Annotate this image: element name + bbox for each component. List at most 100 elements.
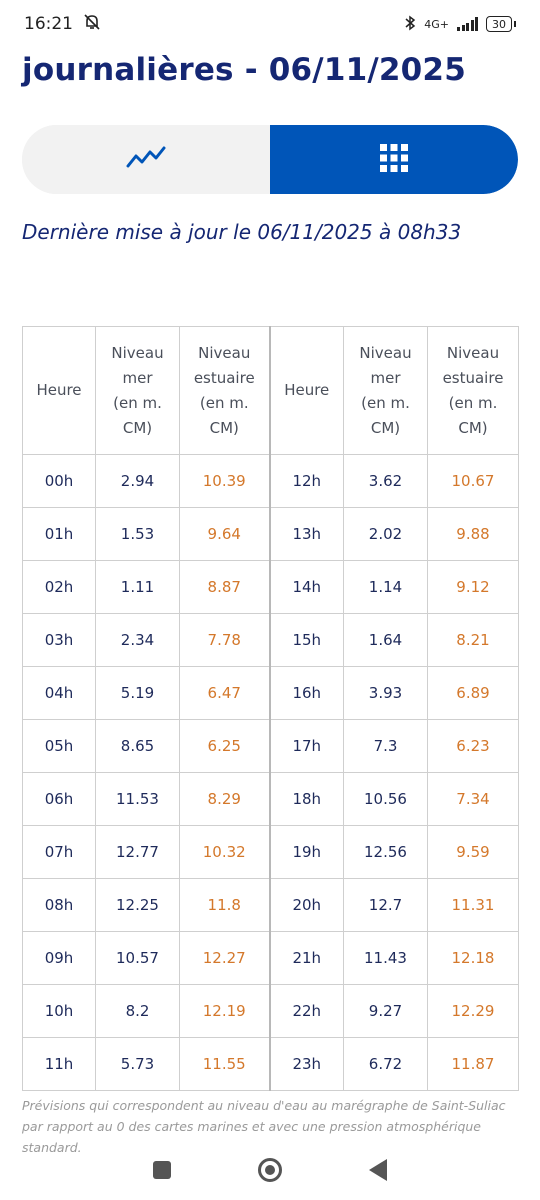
cell-niveau-mer: 1.64: [343, 613, 428, 667]
last-update-text: Dernière mise à jour le 06/11/2025 à 08h…: [22, 220, 462, 244]
table-row: 11h 5.73 11.55 23h 6.72 11.87: [22, 1037, 519, 1091]
cell-niveau-estuaire: 9.12: [427, 560, 519, 614]
cell-heure: 09h: [22, 931, 96, 985]
back-icon[interactable]: [368, 1159, 387, 1181]
cell-niveau-mer: 3.93: [343, 666, 428, 720]
cell-niveau-mer: 10.56: [343, 772, 428, 826]
footnote: Prévisions qui correspondent au niveau d…: [22, 1098, 506, 1155]
cell-niveau-estuaire: 11.87: [427, 1037, 519, 1091]
clock: 16:21: [24, 14, 73, 34]
cell-niveau-mer: 2.94: [95, 454, 180, 508]
grid-icon: [379, 143, 409, 177]
table-row: 09h 10.57 12.27 21h 11.43 12.18: [22, 931, 519, 985]
table-row: 01h 1.53 9.64 13h 2.02 9.88: [22, 507, 519, 561]
cell-niveau-estuaire: 7.34: [427, 772, 519, 826]
table-row: 00h 2.94 10.39 12h 3.62 10.67: [22, 454, 519, 508]
cell-niveau-estuaire: 11.55: [179, 1037, 270, 1091]
cell-heure: 08h: [22, 878, 96, 932]
header-niveau-estuaire: Niveau estuaire (en m. CM): [427, 326, 519, 455]
table-row: 02h 1.11 8.87 14h 1.14 9.12: [22, 560, 519, 614]
cell-heure: 04h: [22, 666, 96, 720]
table-row: 07h 12.77 10.32 19h 12.56 9.59: [22, 825, 519, 879]
cell-heure: 03h: [22, 613, 96, 667]
cell-niveau-estuaire: 6.89: [427, 666, 519, 720]
network-label: 4G+: [424, 17, 449, 31]
cell-niveau-estuaire: 11.31: [427, 878, 519, 932]
recents-icon[interactable]: [153, 1161, 172, 1179]
cell-niveau-estuaire: 11.8: [179, 878, 270, 932]
cell-heure: 07h: [22, 825, 96, 879]
table-view-button[interactable]: [270, 125, 518, 194]
cell-heure: 06h: [22, 772, 96, 826]
cell-niveau-mer: 12.7: [343, 878, 428, 932]
signal-icon: [457, 17, 478, 31]
cell-niveau-mer: 9.27: [343, 984, 428, 1038]
cell-heure: 05h: [22, 719, 96, 773]
tide-table: Heure Niveau mer (en m. CM) Niveau estua…: [22, 326, 519, 1091]
cell-heure: 13h: [268, 507, 344, 561]
cell-heure: 11h: [22, 1037, 96, 1091]
bell-off-icon: [83, 13, 101, 36]
cell-niveau-mer: 6.72: [343, 1037, 428, 1091]
cell-niveau-estuaire: 7.78: [179, 613, 270, 667]
cell-niveau-mer: 12.77: [95, 825, 180, 879]
bluetooth-icon: [404, 15, 416, 34]
cell-niveau-estuaire: 10.39: [179, 454, 270, 508]
header-niveau-mer: Niveau mer (en m. CM): [343, 326, 428, 455]
cell-niveau-estuaire: 12.18: [427, 931, 519, 985]
cell-niveau-mer: 8.65: [95, 719, 180, 773]
cell-niveau-estuaire: 10.67: [427, 454, 519, 508]
cell-heure: 21h: [268, 931, 344, 985]
table-header-row: Heure Niveau mer (en m. CM) Niveau estua…: [22, 326, 519, 455]
cell-niveau-estuaire: 12.19: [179, 984, 270, 1038]
chart-view-button[interactable]: [22, 125, 270, 194]
table-row: 10h 8.2 12.19 22h 9.27 12.29: [22, 984, 519, 1038]
cell-heure: 10h: [22, 984, 96, 1038]
cell-heure: 22h: [268, 984, 344, 1038]
view-toggle[interactable]: [22, 125, 518, 194]
table-row: 06h 11.53 8.29 18h 10.56 7.34: [22, 772, 519, 826]
header-heure: Heure: [22, 326, 96, 455]
cell-niveau-mer: 2.34: [95, 613, 180, 667]
table-row: 05h 8.65 6.25 17h 7.3 6.23: [22, 719, 519, 773]
table-row: 03h 2.34 7.78 15h 1.64 8.21: [22, 613, 519, 667]
cell-heure: 23h: [268, 1037, 344, 1091]
cell-niveau-estuaire: 12.27: [179, 931, 270, 985]
header-heure: Heure: [268, 326, 344, 455]
table-row: 04h 5.19 6.47 16h 3.93 6.89: [22, 666, 519, 720]
cell-heure: 14h: [268, 560, 344, 614]
cell-niveau-mer: 1.11: [95, 560, 180, 614]
cell-niveau-estuaire: 12.29: [427, 984, 519, 1038]
table-row: 08h 12.25 11.8 20h 12.7 11.31: [22, 878, 519, 932]
cell-niveau-estuaire: 8.29: [179, 772, 270, 826]
cell-heure: 02h: [22, 560, 96, 614]
cell-heure: 16h: [268, 666, 344, 720]
cell-niveau-estuaire: 8.87: [179, 560, 270, 614]
cell-niveau-estuaire: 10.32: [179, 825, 270, 879]
cell-heure: 17h: [268, 719, 344, 773]
cell-niveau-mer: 1.14: [343, 560, 428, 614]
cell-niveau-estuaire: 8.21: [427, 613, 519, 667]
cell-heure: 19h: [268, 825, 344, 879]
battery-icon: 30: [486, 16, 516, 32]
cell-heure: 15h: [268, 613, 344, 667]
cell-niveau-estuaire: 9.64: [179, 507, 270, 561]
cell-niveau-estuaire: 6.23: [427, 719, 519, 773]
cell-niveau-mer: 10.57: [95, 931, 180, 985]
cell-niveau-mer: 12.25: [95, 878, 180, 932]
cell-niveau-mer: 5.19: [95, 666, 180, 720]
home-icon[interactable]: [257, 1158, 282, 1182]
cell-niveau-estuaire: 9.59: [427, 825, 519, 879]
cell-niveau-mer: 11.43: [343, 931, 428, 985]
cell-niveau-estuaire: 6.47: [179, 666, 270, 720]
system-nav-bar: [0, 1140, 540, 1200]
line-chart-icon: [126, 146, 166, 174]
cell-niveau-mer: 8.2: [95, 984, 180, 1038]
cell-niveau-mer: 1.53: [95, 507, 180, 561]
header-niveau-mer: Niveau mer (en m. CM): [95, 326, 180, 455]
header-niveau-estuaire: Niveau estuaire (en m. CM): [179, 326, 270, 455]
battery-level: 30: [492, 17, 506, 31]
cell-heure: 18h: [268, 772, 344, 826]
cell-niveau-mer: 5.73: [95, 1037, 180, 1091]
page-title: journalières - 06/11/2025: [22, 52, 466, 88]
